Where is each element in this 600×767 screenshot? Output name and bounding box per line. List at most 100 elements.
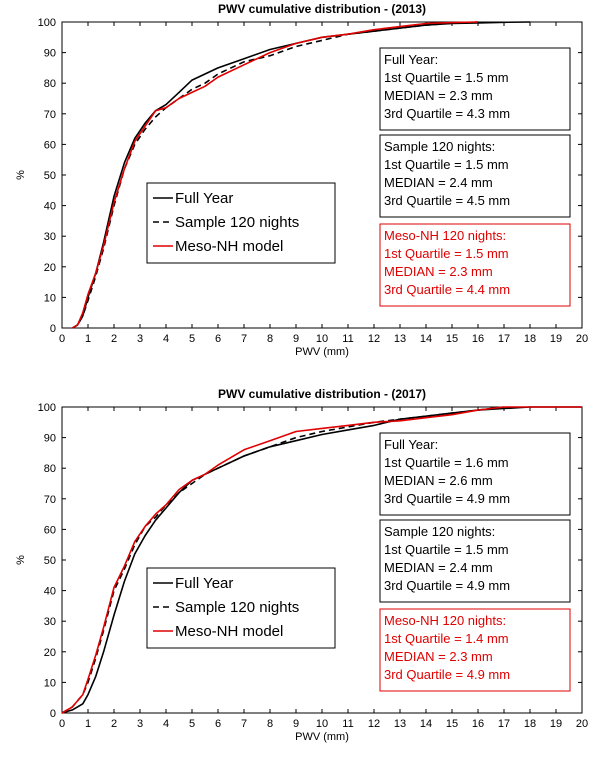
legend-label: Full Year — [175, 575, 233, 592]
stats-box — [379, 47, 571, 131]
x-tick-label: 13 — [394, 718, 406, 730]
stats-box-line: 1st Quartile = 1.5 mm — [384, 542, 509, 557]
x-tick-label: 9 — [293, 718, 299, 730]
x-tick-label: 4 — [163, 718, 169, 730]
x-tick-label: 7 — [241, 718, 247, 730]
x-tick-label: 12 — [368, 718, 380, 730]
stats-box — [379, 223, 571, 307]
series-line-sample-120-nights — [71, 21, 479, 329]
stats-box-line: Full Year: — [384, 437, 438, 452]
legend-label: Full Year — [175, 190, 233, 207]
y-tick-label: 90 — [44, 48, 56, 60]
stats-box-line: MEDIAN = 2.3 mm — [384, 649, 493, 664]
chart-title: PWV cumulative distribution - (2013) — [218, 2, 426, 16]
y-tick-label: 90 — [44, 433, 56, 445]
stats-box-line: 1st Quartile = 1.5 mm — [384, 157, 509, 172]
x-tick-label: 10 — [316, 333, 328, 345]
stats-box-line: 1st Quartile = 1.5 mm — [384, 70, 509, 85]
y-tick-label: 100 — [38, 402, 56, 414]
y-tick-label: 60 — [44, 524, 56, 536]
x-tick-label: 17 — [498, 333, 510, 345]
y-tick-label: 10 — [44, 292, 56, 304]
x-tick-label: 0 — [59, 333, 65, 345]
legend-label: Meso-NH model — [175, 238, 283, 255]
x-tick-label: 18 — [524, 718, 536, 730]
stats-box-line: MEDIAN = 2.3 mm — [384, 264, 493, 279]
stats-box-line: MEDIAN = 2.6 mm — [384, 473, 493, 488]
x-tick-label: 11 — [342, 718, 353, 730]
series-line-sample-120-nights — [61, 406, 505, 714]
x-tick-label: 4 — [163, 333, 169, 345]
stats-box-line: 3rd Quartile = 4.5 mm — [384, 193, 510, 208]
stats-box-line: 1st Quartile = 1.5 mm — [384, 246, 509, 261]
stats-box-line: Meso-NH 120 nights: — [384, 228, 506, 243]
stats-box-line: Meso-NH 120 nights: — [384, 613, 506, 628]
stats-box-line: Full Year: — [384, 52, 438, 67]
x-axis-label: PWV (mm) — [295, 731, 349, 743]
series-line-meso-nh-model — [71, 21, 479, 329]
y-tick-label: 20 — [44, 262, 56, 274]
stats-box-line: 3rd Quartile = 4.9 mm — [384, 578, 510, 593]
x-tick-label: 20 — [576, 333, 588, 345]
x-tick-label: 17 — [498, 718, 510, 730]
x-tick-label: 6 — [215, 718, 221, 730]
y-axis-label: % — [15, 555, 27, 565]
x-tick-label: 14 — [420, 333, 432, 345]
y-tick-label: 50 — [44, 555, 56, 567]
x-tick-label: 20 — [576, 718, 588, 730]
y-tick-label: 50 — [44, 170, 56, 182]
y-tick-label: 80 — [44, 78, 56, 90]
stats-box — [379, 608, 571, 692]
x-tick-label: 3 — [137, 718, 143, 730]
y-tick-label: 30 — [44, 231, 56, 243]
y-tick-label: 70 — [44, 109, 56, 121]
stats-box — [379, 519, 571, 603]
x-axis-label: PWV (mm) — [295, 346, 349, 358]
stats-box-line: 3rd Quartile = 4.9 mm — [384, 491, 510, 506]
x-tick-label: 1 — [85, 333, 91, 345]
series-line-meso-nh-model — [61, 406, 582, 714]
x-tick-label: 13 — [394, 333, 406, 345]
x-tick-label: 1 — [85, 718, 91, 730]
stats-box-line: MEDIAN = 2.4 mm — [384, 175, 493, 190]
y-tick-label: 0 — [50, 708, 56, 720]
legend-label: Sample 120 nights — [175, 214, 299, 231]
x-tick-label: 14 — [420, 718, 432, 730]
stats-box-line: 3rd Quartile = 4.4 mm — [384, 282, 510, 297]
x-tick-label: 12 — [368, 333, 380, 345]
chart-title: PWV cumulative distribution - (2017) — [218, 387, 426, 401]
x-tick-label: 2 — [111, 333, 117, 345]
y-tick-label: 0 — [50, 323, 56, 335]
x-tick-label: 6 — [215, 333, 221, 345]
legend-box — [146, 182, 336, 264]
x-tick-label: 9 — [293, 333, 299, 345]
x-tick-label: 8 — [267, 333, 273, 345]
y-axis-label: % — [15, 170, 27, 180]
y-tick-label: 40 — [44, 586, 56, 598]
legend-label: Sample 120 nights — [175, 599, 299, 616]
x-tick-label: 3 — [137, 333, 143, 345]
y-tick-label: 70 — [44, 494, 56, 506]
x-tick-label: 0 — [59, 718, 65, 730]
x-tick-label: 5 — [189, 718, 195, 730]
x-tick-label: 8 — [267, 718, 273, 730]
stats-box-line: 1st Quartile = 1.4 mm — [384, 631, 509, 646]
y-tick-label: 40 — [44, 201, 56, 213]
x-tick-label: 11 — [342, 333, 353, 345]
chart-2013: PWV cumulative distribution - (2013)0 1 2 3… — [15, 2, 588, 358]
x-tick-label: 2 — [111, 718, 117, 730]
x-tick-label: 10 — [316, 718, 328, 730]
stats-box — [379, 134, 571, 218]
x-tick-label: 15 — [446, 333, 458, 345]
stats-box-line: Sample 120 nights: — [384, 139, 495, 154]
y-tick-label: 20 — [44, 647, 56, 659]
x-tick-label: 7 — [241, 333, 247, 345]
x-tick-label: 5 — [189, 333, 195, 345]
x-tick-label: 15 — [446, 718, 458, 730]
legend-box — [146, 567, 336, 649]
y-tick-label: 100 — [38, 17, 56, 29]
stats-box-line: MEDIAN = 2.3 mm — [384, 88, 493, 103]
stats-box-line: MEDIAN = 2.4 mm — [384, 560, 493, 575]
x-tick-label: 18 — [524, 333, 536, 345]
stats-box-line: 3rd Quartile = 4.3 mm — [384, 106, 510, 121]
